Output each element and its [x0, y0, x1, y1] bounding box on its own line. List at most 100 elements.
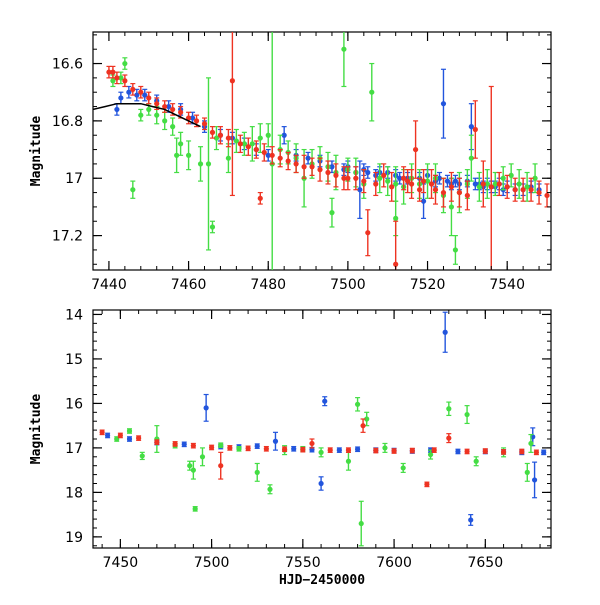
bottom-series-2-point [519, 448, 525, 455]
top-data-marker [233, 138, 239, 144]
bottom-series-0-point [442, 311, 448, 353]
top-data-marker [488, 184, 494, 190]
bottom-data-marker [272, 438, 279, 444]
top-x-tick-label: 7480 [250, 277, 286, 293]
bottom-data-marker [236, 446, 242, 452]
top-data-marker [317, 167, 323, 173]
top-data-marker [476, 184, 482, 190]
top-series-0-point [357, 160, 363, 219]
bottom-series-0-point [272, 431, 279, 451]
bottom-y-tick-label: 17 [65, 441, 83, 457]
top-x-tick-label: 7500 [330, 277, 366, 293]
top-data-marker [277, 155, 283, 161]
top-data-marker [142, 92, 148, 98]
top-data-marker [174, 152, 180, 158]
bottom-series-1-point [464, 405, 470, 425]
top-data-marker [452, 247, 459, 253]
bottom-data-marker [354, 446, 361, 452]
top-series-0-point [305, 151, 311, 165]
bottom-data-marker [117, 432, 123, 439]
top-data-marker [225, 135, 232, 141]
top-data-marker [385, 178, 391, 184]
top-series-1-point [162, 111, 168, 131]
top-data-marker [416, 187, 423, 193]
top-data-marker [122, 78, 128, 84]
top-data-marker [261, 149, 267, 156]
top-data-marker [122, 60, 128, 67]
bottom-data-marker [391, 448, 397, 454]
bottom-data-marker [409, 447, 415, 454]
top-series-2-point [261, 143, 267, 162]
bottom-series-0-point [254, 443, 260, 449]
bottom-series-0-point [318, 476, 324, 491]
top-series-2-point [325, 160, 331, 185]
top-data-marker [138, 89, 144, 95]
top-data-marker [134, 92, 140, 98]
top-series-1-point [225, 143, 232, 174]
top-series-2-point [277, 148, 283, 168]
bottom-series-0-point [531, 461, 538, 499]
bottom-data-marker [192, 506, 198, 512]
bottom-x-tick-label: 7550 [285, 555, 321, 571]
top-data-marker [432, 187, 439, 193]
bottom-series-1-point [139, 451, 145, 461]
top-series-1-point [329, 197, 335, 228]
bottom-data-marker [528, 440, 534, 447]
top-series-1-point [205, 77, 212, 251]
top-series-0-point [452, 174, 459, 188]
bottom-series-1-point [446, 401, 452, 417]
top-data-marker [138, 112, 144, 118]
bottom-series-1-point [318, 447, 324, 458]
top-data-marker [162, 118, 168, 124]
top-data-marker [420, 178, 427, 184]
top-data-marker [393, 181, 399, 187]
top-series-2-point [237, 134, 243, 154]
top-series-2-point [122, 74, 128, 88]
bottom-y-tick-label: 14 [65, 307, 83, 323]
top-series-2-point [253, 140, 259, 159]
bottom-data-marker [519, 448, 525, 455]
top-data-marker [193, 118, 200, 124]
top-data-marker [377, 175, 383, 181]
top-series-0-point [281, 126, 287, 145]
top-data-marker [420, 198, 427, 204]
top-series-1-point [452, 234, 459, 265]
top-series-1-point [178, 131, 184, 156]
top-series-2-point [472, 100, 478, 159]
top-data-marker [520, 187, 526, 193]
bottom-series-0-point [104, 432, 111, 439]
top-series-2-point [333, 163, 339, 188]
top-series-2-point [201, 117, 208, 131]
top-series-1-point [233, 128, 239, 154]
bottom-series-2-point [345, 447, 352, 453]
bottom-x-tick-label: 7500 [194, 555, 230, 571]
top-data-marker [544, 192, 550, 199]
bottom-series-0-point [455, 448, 461, 455]
top-data-marker [401, 175, 407, 181]
bottom-data-marker [126, 436, 133, 442]
top-series-0-point [114, 103, 120, 116]
top-data-marker [357, 187, 363, 193]
bottom-data-marker [541, 449, 547, 455]
top-series-2-point [178, 105, 184, 119]
top-series-2-point [138, 85, 144, 99]
bottom-data-marker [104, 432, 111, 439]
bottom-series-0-point [291, 445, 297, 452]
top-data-marker [241, 141, 247, 147]
top-series-2-point [536, 180, 542, 205]
bottom-series-1-point [154, 425, 160, 453]
bottom-series-2-point [227, 445, 233, 451]
top-series-2-point [185, 111, 192, 125]
bottom-data-marker [345, 458, 352, 464]
bottom-data-marker [360, 423, 366, 429]
top-data-marker [154, 101, 160, 107]
top-series-0-point [118, 91, 124, 105]
bottom-data-marker [227, 445, 233, 451]
bottom-series-2-point [533, 449, 540, 456]
top-data-marker [114, 106, 120, 113]
top-data-marker [512, 187, 518, 193]
bottom-series-0-point [354, 446, 361, 453]
bottom-data-marker [254, 443, 260, 449]
top-data-marker [412, 146, 419, 153]
top-x-tick-label: 7460 [171, 277, 207, 293]
